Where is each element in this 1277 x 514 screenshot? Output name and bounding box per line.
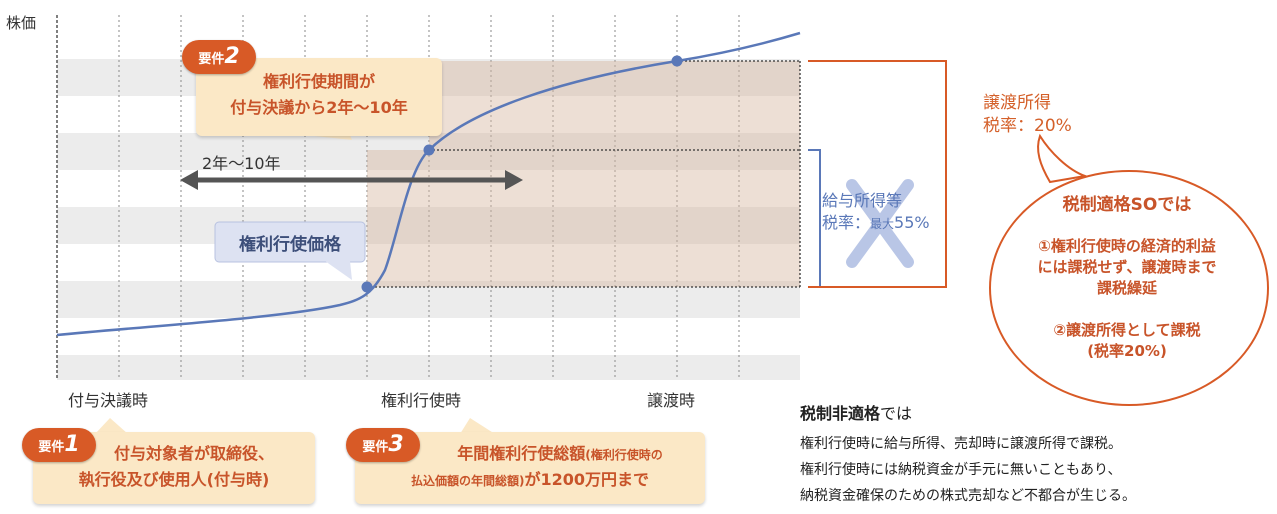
requirement-1-badge-number: 1 — [64, 432, 80, 457]
requirement-1-line2: 執行役及び使用人(付与時) — [78, 470, 270, 489]
x-label-transfer: 譲渡時 — [647, 391, 696, 410]
salary-rate-prefix: 税率： — [822, 213, 871, 232]
requirement-2-line1: 権利行使期間が — [262, 72, 375, 91]
qualified-item-1: ①権利行使時の経済的利益 には課税せず、譲渡時まで 課税繰延 — [989, 236, 1265, 299]
transfer-income-rate: 税率：20% — [983, 116, 1072, 136]
x-label-grant: 付与決議時 — [68, 391, 149, 410]
qualified-item2-line1: ②譲渡所得として課税 — [1053, 321, 1201, 339]
exercise-price-label: 権利行使価格 — [239, 235, 341, 255]
salary-rate-small: 最大 — [870, 217, 895, 231]
y-axis-label: 株価 — [6, 14, 37, 32]
non-qualified-title-rest: では — [880, 404, 913, 423]
reference-lines — [367, 60, 801, 288]
exercise-time-point — [423, 144, 435, 156]
salary-income-label: 給与所得等 税率：最大55% — [822, 190, 930, 235]
requirement-3-line2-main: が1200万円まで — [524, 470, 650, 489]
transfer-income-label: 譲渡所得 税率：20% — [983, 92, 1072, 138]
large-x-cross-icon — [846, 179, 914, 268]
transfer-gain-region — [429, 61, 800, 150]
requirement-2-line2: 付与決議から2年〜10年 — [230, 98, 408, 117]
requirement-3-line2: 払込価額の年間総額)が1200万円まで — [355, 468, 705, 493]
requirement-1-card: 付与対象者が取締役、 執行役及び使用人(付与時) — [33, 432, 315, 504]
requirement-2-badge-prefix: 要件 — [198, 52, 225, 67]
qualified-item2-line2: (税率20%) — [1087, 342, 1167, 360]
requirement-1-line1: 付与対象者が取締役、 — [113, 444, 274, 463]
x-label-exercise: 権利行使時 — [381, 391, 462, 410]
salary-gain-region — [367, 150, 677, 287]
salary-income-rate: 税率：最大55% — [822, 212, 930, 235]
requirement-1-badge: 要件1 — [22, 428, 96, 462]
period-label: 2年〜10年 — [202, 154, 281, 173]
bubble-tail — [1037, 133, 1089, 184]
requirement-3-badge: 要件3 — [346, 428, 420, 462]
non-qualified-body: 権利行使時に給与所得、売却時に譲渡所得で課税。 権利行使時には納税資金が手元に無… — [800, 431, 1136, 509]
double-headed-arrow-icon — [180, 170, 523, 190]
requirement-3-badge-prefix: 要件 — [362, 440, 389, 455]
qualified-item1-line2: には課税せず、譲渡時まで — [1037, 258, 1217, 276]
non-qualified-title: 税制非適格では — [800, 400, 912, 424]
requirement-3-line2-small: 払込価額の年間総額) — [410, 474, 525, 488]
salary-bracket — [808, 149, 821, 288]
salary-rate-value: 55% — [894, 213, 930, 232]
qualified-title: 税制適格SOでは — [1062, 195, 1192, 215]
transfer-income-title: 譲渡所得 — [983, 93, 1051, 113]
qualified-item1-line1: ①権利行使時の経済的利益 — [1038, 237, 1216, 255]
requirement-2-badge-number: 2 — [224, 44, 240, 69]
non-qualified-line3: 納税資金確保のための株式売却など不都合が生じる。 — [800, 488, 1136, 504]
requirement-2-badge: 要件2 — [182, 40, 256, 74]
requirement-1-badge-prefix: 要件 — [38, 440, 65, 455]
exercise-price-callout — [214, 221, 366, 280]
salary-income-title: 給与所得等 — [822, 191, 903, 210]
extra-region — [677, 150, 800, 287]
requirement-3-line1-main: 年間権利行使総額 — [457, 444, 586, 463]
transfer-bracket — [808, 60, 947, 288]
non-qualified-title-bold: 税制非適格 — [800, 404, 881, 423]
non-qualified-line2: 権利行使時には納税資金が手元に無いこともあり、 — [800, 462, 1122, 478]
qualified-item-2: ②譲渡所得として課税 (税率20%) — [989, 320, 1265, 362]
qualified-item1-line3: 課税繰延 — [1096, 279, 1157, 297]
non-qualified-line1: 権利行使時に給与所得、売却時に譲渡所得で課税。 — [800, 436, 1122, 452]
requirement-3-tail — [460, 418, 495, 434]
requirement-3-line1-small: (権利行使時の — [585, 448, 663, 462]
exercise-price-point — [361, 281, 373, 293]
requirement-1-tail — [95, 418, 128, 434]
requirement-3-badge-number: 3 — [388, 432, 404, 457]
transfer-point — [671, 55, 683, 67]
qualified-so-bubble — [989, 170, 1269, 406]
requirement-3-line1: 年間権利行使総額(権利行使時の — [425, 442, 695, 467]
